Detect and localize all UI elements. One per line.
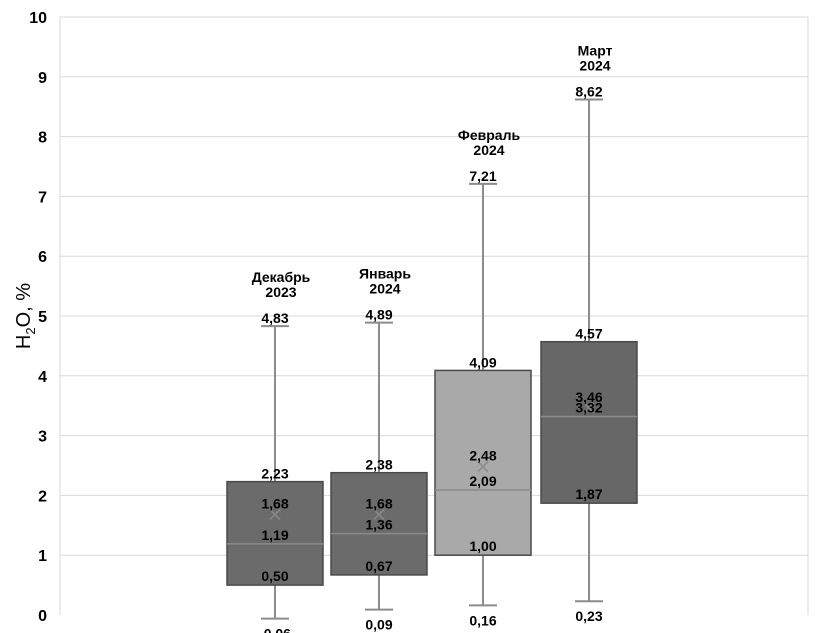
iqr-box xyxy=(226,480,324,586)
y-tick-label: 10 xyxy=(29,10,47,27)
y-axis-title-rest: O, % xyxy=(13,283,35,328)
y-tick-label: 4 xyxy=(38,369,47,386)
category-label-year: 2024 xyxy=(579,58,610,74)
boxes xyxy=(226,98,638,620)
q1-label: 0,67 xyxy=(365,558,392,574)
mean-label: 2,48 xyxy=(469,448,496,464)
q3-label: 2,23 xyxy=(261,466,288,482)
iqr-box xyxy=(330,471,428,576)
category-label-year: 2024 xyxy=(473,142,504,158)
iqr-box xyxy=(540,340,638,504)
median-label: 3,32 xyxy=(575,399,602,415)
box-group xyxy=(330,321,428,611)
q1-label: 1,00 xyxy=(469,538,496,554)
y-tick-label: 2 xyxy=(38,488,47,505)
max-label: 4,89 xyxy=(365,307,392,323)
grid-lines xyxy=(59,16,809,615)
y-tick-label: 7 xyxy=(38,189,47,206)
mean-marker xyxy=(269,509,281,521)
median-label: 1,19 xyxy=(261,527,288,543)
box-group xyxy=(226,325,324,620)
y-tick-label: 6 xyxy=(38,249,47,266)
mean-label: 1,68 xyxy=(261,496,288,512)
y-tick-label: 3 xyxy=(38,429,47,446)
q3-label: 2,38 xyxy=(365,457,392,473)
box-group xyxy=(540,98,638,603)
max-label: 7,21 xyxy=(469,168,496,184)
min-label: -0,06 xyxy=(259,626,291,633)
y-tick-label: 8 xyxy=(38,130,47,147)
category-label-month: Март xyxy=(578,43,613,59)
mean-label: 1,68 xyxy=(365,496,392,512)
mean-label: 3,46 xyxy=(575,389,602,405)
q1-label: 0,50 xyxy=(261,568,288,584)
min-label: 0,09 xyxy=(365,617,392,633)
y-tick-label: 1 xyxy=(38,548,47,565)
mean-marker xyxy=(477,461,489,473)
category-label-year: 2024 xyxy=(369,281,400,297)
min-label: 0,16 xyxy=(469,612,496,628)
y-axis: 0 1 2 3 4 5 6 7 8 9 10 xyxy=(29,10,47,625)
iqr-box xyxy=(434,369,532,556)
mean-marker xyxy=(373,509,385,521)
y-tick-label: 0 xyxy=(38,608,47,625)
median-label: 2,09 xyxy=(469,473,496,489)
y-axis-title: H2O, % xyxy=(13,283,38,349)
category-label-month: Декабрь xyxy=(252,269,311,285)
max-label: 4,83 xyxy=(261,310,288,326)
y-tick-label: 5 xyxy=(38,309,47,326)
max-label: 8,62 xyxy=(575,84,602,100)
category-label-month: Январь xyxy=(359,266,411,282)
y-axis-title-main: H xyxy=(13,335,35,349)
min-label: 0,23 xyxy=(575,608,602,624)
category-label-month: Февраль xyxy=(458,127,521,143)
mean-marker xyxy=(583,402,595,414)
box-group xyxy=(434,182,532,607)
y-axis-title-sub: 2 xyxy=(23,327,38,334)
category-label-year: 2023 xyxy=(265,284,296,300)
q3-label: 4,09 xyxy=(469,354,496,370)
median-label: 1,36 xyxy=(365,517,392,533)
q3-label: 4,57 xyxy=(575,326,602,342)
q1-label: 1,87 xyxy=(575,486,602,502)
y-tick-label: 9 xyxy=(38,70,47,87)
